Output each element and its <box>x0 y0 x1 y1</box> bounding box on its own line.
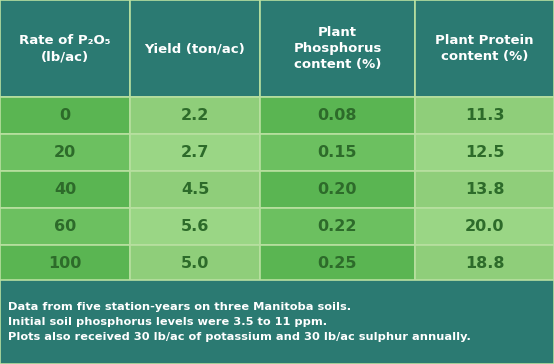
Bar <box>130 134 260 171</box>
Bar <box>260 97 415 134</box>
Text: 100: 100 <box>48 256 81 271</box>
Bar <box>130 171 260 208</box>
Bar <box>260 134 415 171</box>
Bar <box>0 280 554 364</box>
Text: 11.3: 11.3 <box>465 108 504 123</box>
Bar <box>0 0 130 97</box>
Text: Plant Protein
content (%): Plant Protein content (%) <box>435 34 534 63</box>
Text: 20.0: 20.0 <box>465 219 504 234</box>
Bar <box>130 0 260 97</box>
Bar <box>0 97 130 134</box>
Text: 2.2: 2.2 <box>181 108 209 123</box>
Bar <box>415 0 554 97</box>
Text: 40: 40 <box>54 182 76 197</box>
Bar <box>415 97 554 134</box>
Bar <box>260 171 415 208</box>
Text: 0.15: 0.15 <box>318 145 357 160</box>
Bar <box>415 134 554 171</box>
Text: 5.0: 5.0 <box>181 256 209 271</box>
Text: Yield (ton/ac): Yield (ton/ac) <box>145 42 245 55</box>
Text: Plant
Phosphorus
content (%): Plant Phosphorus content (%) <box>293 26 382 71</box>
Text: 20: 20 <box>54 145 76 160</box>
Text: 12.5: 12.5 <box>465 145 504 160</box>
Text: 5.6: 5.6 <box>181 219 209 234</box>
Text: 4.5: 4.5 <box>181 182 209 197</box>
Bar <box>415 171 554 208</box>
Bar <box>130 245 260 282</box>
Text: 0.25: 0.25 <box>318 256 357 271</box>
Text: 2.7: 2.7 <box>181 145 209 160</box>
Bar <box>130 97 260 134</box>
Bar <box>0 171 130 208</box>
Bar <box>415 245 554 282</box>
Text: Data from five station-years on three Manitoba soils.
Initial soil phosphorus le: Data from five station-years on three Ma… <box>8 302 471 342</box>
Bar <box>260 0 415 97</box>
Bar <box>0 208 130 245</box>
Bar <box>130 208 260 245</box>
Text: 60: 60 <box>54 219 76 234</box>
Bar <box>415 208 554 245</box>
Bar <box>0 245 130 282</box>
Text: 0.22: 0.22 <box>318 219 357 234</box>
Text: 0.20: 0.20 <box>318 182 357 197</box>
Text: 0: 0 <box>59 108 70 123</box>
Text: 18.8: 18.8 <box>465 256 504 271</box>
Bar <box>0 134 130 171</box>
Text: 13.8: 13.8 <box>465 182 504 197</box>
Text: 0.08: 0.08 <box>318 108 357 123</box>
Bar <box>260 208 415 245</box>
Text: Rate of P₂O₅
(lb/ac): Rate of P₂O₅ (lb/ac) <box>19 34 111 63</box>
Bar <box>260 245 415 282</box>
